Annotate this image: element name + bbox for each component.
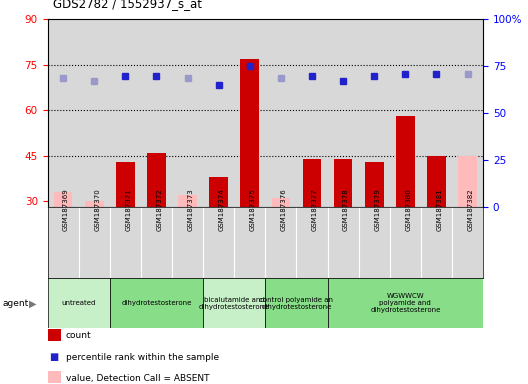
Text: bicalutamide and
dihydrotestosterone: bicalutamide and dihydrotestosterone [199,297,269,310]
Text: GSM187379: GSM187379 [374,188,380,231]
Text: GSM187373: GSM187373 [187,188,194,231]
Text: GSM187374: GSM187374 [219,188,224,231]
Bar [178,195,197,207]
Text: agent: agent [3,299,29,308]
Text: value, Detection Call = ABSENT: value, Detection Call = ABSENT [66,374,210,383]
Text: GSM187382: GSM187382 [468,188,474,231]
Bar [327,278,483,328]
Text: GSM187370: GSM187370 [94,188,100,231]
Bar [203,278,265,328]
Bar [240,59,259,207]
Bar [48,278,110,328]
Text: ▶: ▶ [29,298,36,308]
Text: GSM187376: GSM187376 [281,188,287,231]
Bar [396,116,414,207]
Bar [85,201,103,207]
Text: percentile rank within the sample: percentile rank within the sample [66,353,219,362]
Bar [209,177,228,207]
Bar [334,159,352,207]
Bar [116,162,135,207]
Text: GSM187369: GSM187369 [63,188,69,231]
Text: GDS2782 / 1552937_s_at: GDS2782 / 1552937_s_at [53,0,202,10]
Text: GSM187371: GSM187371 [125,188,131,231]
Bar [365,162,383,207]
Text: untreated: untreated [61,300,96,306]
Text: GSM187380: GSM187380 [406,188,411,231]
Bar [427,156,446,207]
Text: dihydrotestosterone: dihydrotestosterone [121,300,192,306]
Text: WGWWCW
polyamide and
dihydrotestosterone: WGWWCW polyamide and dihydrotestosterone [370,293,440,313]
Bar [303,159,322,207]
Bar [265,278,327,328]
Text: GSM187381: GSM187381 [437,188,442,231]
Text: GSM187377: GSM187377 [312,188,318,231]
Text: GSM187375: GSM187375 [250,188,256,231]
Text: ■: ■ [49,352,59,362]
Text: count: count [66,331,92,341]
Bar [458,156,477,207]
Bar [110,278,203,328]
Text: control polyamide an
dihydrotestosterone: control polyamide an dihydrotestosterone [259,297,334,310]
Text: GSM187378: GSM187378 [343,188,349,231]
Bar [147,153,166,207]
Bar [54,192,72,207]
Text: GSM187372: GSM187372 [156,188,163,231]
Bar [271,198,290,207]
